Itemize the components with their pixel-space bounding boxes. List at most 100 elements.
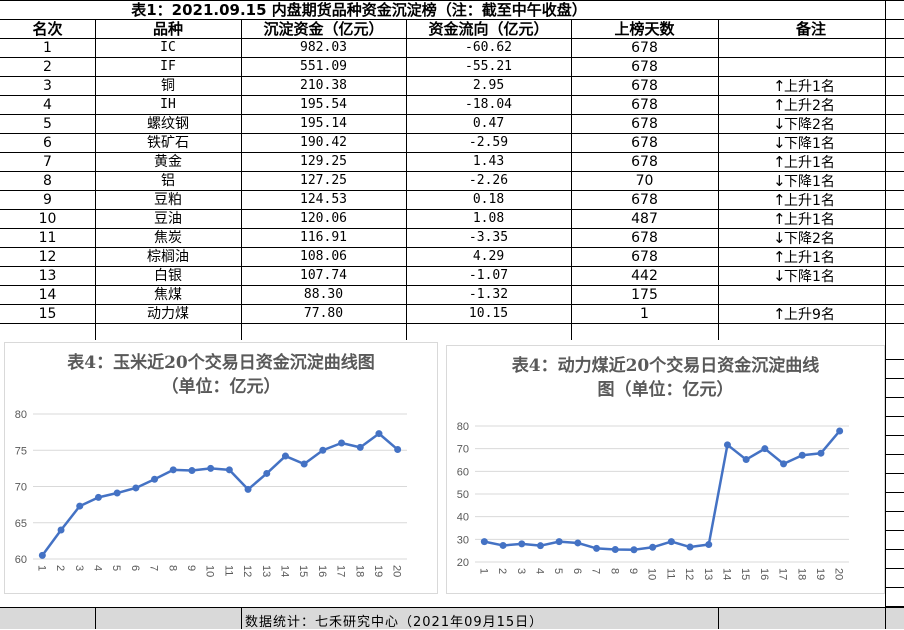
grid-hline xyxy=(885,530,904,531)
data-point xyxy=(780,460,788,468)
x-tick-label: 3 xyxy=(515,568,527,574)
data-point xyxy=(630,546,638,554)
cell-rank: 14 xyxy=(38,287,57,303)
data-point xyxy=(188,467,196,475)
grid-hline xyxy=(885,397,904,398)
cell-note: ↑上升1名 xyxy=(718,76,885,95)
cell-name: 螺纹钢 xyxy=(147,116,189,132)
corn-chart-title: 表4：玉米近20个交易日资金沉淀曲线图 xyxy=(67,353,375,373)
data-point xyxy=(536,542,544,550)
cell-days: 175 xyxy=(631,287,658,303)
cell-note: ↓下降1名 xyxy=(718,266,885,285)
x-tick-label: 7 xyxy=(148,565,160,571)
cell-name: 动力煤 xyxy=(147,306,189,322)
grid-vline xyxy=(885,0,886,607)
cell-flow: -2.59 xyxy=(468,135,509,150)
cell-rank: 13 xyxy=(38,268,57,284)
data-point xyxy=(263,469,271,477)
grid-hline xyxy=(0,38,904,39)
data-point xyxy=(38,551,46,559)
cell-rank: 2 xyxy=(43,59,52,75)
x-tick-label: 13 xyxy=(260,565,272,577)
note-text: 下降2名 xyxy=(784,231,835,247)
x-tick-label: 14 xyxy=(720,568,732,580)
x-tick-label: 7 xyxy=(590,568,602,574)
x-tick-label: 15 xyxy=(739,568,751,580)
data-point xyxy=(593,544,601,552)
cell-days: 70 xyxy=(635,173,654,189)
arrow-up-icon: ↑ xyxy=(773,191,786,209)
data-point xyxy=(649,543,657,551)
cell-flow: -1.32 xyxy=(468,287,509,302)
cell-name: 白银 xyxy=(154,268,182,284)
cell-note: ↓下降2名 xyxy=(718,114,885,133)
cell-flow: -3.35 xyxy=(468,230,509,245)
x-tick-label: 18 xyxy=(795,568,807,580)
x-tick-label: 11 xyxy=(222,565,234,576)
data-point xyxy=(244,485,252,493)
x-tick-label: 12 xyxy=(241,565,253,577)
cell-flow: -55.21 xyxy=(465,59,512,74)
cell-note: ↑上升1名 xyxy=(718,209,885,228)
note-text: 上升1名 xyxy=(784,155,835,171)
data-point xyxy=(113,489,121,497)
grid-vline xyxy=(95,19,96,340)
cell-rank: 15 xyxy=(38,306,57,322)
y-tick-label: 70 xyxy=(457,444,469,456)
grid-hline xyxy=(0,266,904,267)
cell-days: 678 xyxy=(631,249,658,265)
data-point xyxy=(169,466,177,474)
data-point xyxy=(132,484,140,492)
cell-flow: 0.18 xyxy=(472,192,505,207)
cell-flow: -2.26 xyxy=(468,173,509,188)
data-point xyxy=(499,541,507,549)
cell-name: 铝 xyxy=(161,173,175,189)
data-point xyxy=(375,430,383,438)
grid-vline xyxy=(241,19,242,340)
note-text: 上升2名 xyxy=(784,98,835,114)
grid-hline xyxy=(0,19,904,20)
grid-hline xyxy=(885,435,904,436)
grid-hline xyxy=(0,304,904,305)
coal-chart-card[interactable]: 表4：动力煤近20个交易日资金沉淀曲线 图（单位：亿元） 20 30 40 50 60 7… xyxy=(446,345,885,594)
x-tick-label: 11 xyxy=(664,568,676,579)
arrow-down-icon: ↓ xyxy=(773,134,786,152)
grid-hline xyxy=(0,76,904,77)
x-tick-label: 2 xyxy=(54,565,66,571)
cell-days: 678 xyxy=(631,59,658,75)
cell-rank: 9 xyxy=(43,192,52,208)
data-point xyxy=(518,540,526,548)
table-title: 表1：2021.09.15 内盘期货品种资金沉淀榜（注：截至中午收盘） xyxy=(131,1,587,19)
cell-name: 焦炭 xyxy=(154,230,182,246)
cell-note: ↓下降2名 xyxy=(718,228,885,247)
cell-rank: 12 xyxy=(38,249,57,265)
cell-capital: 982.03 xyxy=(300,40,347,55)
grid-hline xyxy=(0,95,904,96)
note-text: 下降1名 xyxy=(784,269,835,285)
series-line xyxy=(41,432,399,557)
grid-hline xyxy=(885,549,904,550)
cell-name: IF xyxy=(160,59,176,74)
footer-row: 数据统计：七禾研究中心（2021年09月15日） xyxy=(0,607,904,630)
cell-capital: 551.09 xyxy=(300,59,347,74)
corn-chart-card[interactable]: 表4：玉米近20个交易日资金沉淀曲线图 （单位：亿元） 60 65 70 75 80 1 2… xyxy=(4,342,438,594)
note-text: 上升1名 xyxy=(784,212,835,228)
data-point xyxy=(480,538,488,546)
x-tick-label: 8 xyxy=(608,568,620,574)
cell-name: 豆油 xyxy=(154,211,182,227)
y-tick-label: 80 xyxy=(15,409,27,421)
cell-flow: -60.62 xyxy=(465,40,512,55)
cell-days: 678 xyxy=(631,40,658,56)
cell-capital: 77.80 xyxy=(303,306,344,321)
y-tick-label: 80 xyxy=(457,421,469,433)
header-capital: 沉淀资金（亿元） xyxy=(263,20,384,38)
cell-flow: -18.04 xyxy=(465,97,512,112)
grid-hline xyxy=(0,190,904,191)
cell-capital: 124.53 xyxy=(300,192,347,207)
header-name: 品种 xyxy=(152,20,183,38)
header-rank: 名次 xyxy=(32,20,63,38)
cell-capital: 120.06 xyxy=(300,211,347,226)
x-tick-label: 10 xyxy=(204,565,216,577)
